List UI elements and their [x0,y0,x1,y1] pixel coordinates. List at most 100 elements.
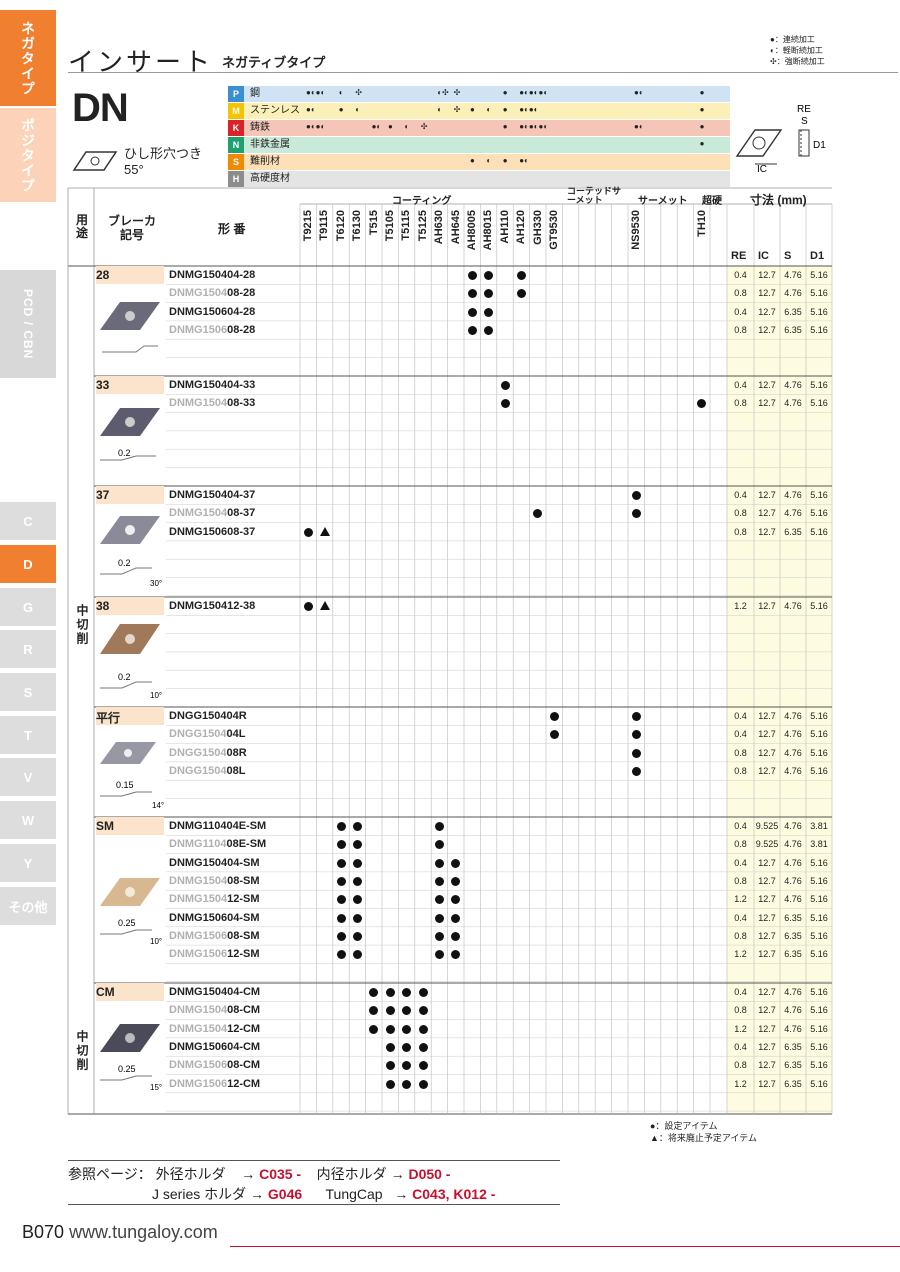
ref-bottom-line [68,1204,560,1205]
tab-letter-6[interactable]: V [0,758,56,796]
tab-letter-2[interactable]: G [0,588,56,626]
material-mark: ◐ [338,88,344,97]
dim-value-d1: 5.16 [810,857,828,868]
material-name: 鋳鉄 [250,122,270,133]
dim-value-s: 4.76 [784,380,802,390]
dim-value-s: 4.76 [784,857,802,868]
material-code: N [228,137,244,153]
available-dot [336,840,346,850]
dim-value-re: 1.2 [734,601,747,611]
tab-letter-8[interactable]: Y [0,844,56,882]
dim-value-re: 0.8 [734,1060,747,1071]
breaker-bg [96,707,164,725]
dim-value-d1: 5.16 [810,894,828,905]
material-mark: ● [699,105,705,114]
tab-letter-0[interactable]: C [0,502,56,540]
dim-value-ic: 12.7 [758,1041,776,1052]
dim-value-d1: 5.16 [810,1023,828,1034]
model-number: DNMG150408-37 [169,507,256,520]
model-number: DNGG150408R [169,746,247,759]
tab-letter-4[interactable]: S [0,673,56,711]
material-row-M: M ステンレス ●◐ ● ◐ ◐ ✣ ● ◐ ● ●◐●◐ ● [228,103,730,119]
dim-value-re: 1.2 [734,894,747,905]
model-number: DNGG150404R [169,710,247,722]
dim-value-s: 4.76 [784,398,802,409]
tab-letter-9[interactable]: その他 [0,887,56,925]
dim-value-re: 0.8 [734,526,747,537]
grade-header: AH8005 [466,210,478,251]
grade-header: T5125 [416,210,429,242]
available-dot [352,840,362,850]
material-name: 鋼 [250,88,260,99]
material-name: 高硬度材 [250,173,290,184]
material-mark: ◐ [486,105,492,114]
insert-image-37: 0.2 30° [100,516,162,588]
dim-value-d1: 5.16 [810,747,828,758]
ref-link-tungcap[interactable]: C043, K012 - [412,1186,496,1202]
available-dot [451,895,461,905]
dim-value-s: 4.76 [784,508,802,519]
dim-value-ic: 12.7 [758,949,776,960]
dim-value-re: 0.8 [734,839,747,850]
dim-header-ic: IC [758,250,769,262]
use-label-medium-2: 中切削 [75,1030,89,1072]
material-mark: ◐ [404,122,410,131]
dim-value-re: 0.4 [734,711,747,721]
tab-letter-7[interactable]: W [0,801,56,839]
material-mark: ● [470,156,475,165]
dim-value-s: 4.76 [784,270,802,280]
material-mark: ● [338,105,344,114]
ref-link-j-series[interactable]: G046 [267,1186,303,1202]
dim-value-ic: 12.7 [758,857,776,868]
model-number: DNMG150404-37 [169,489,256,501]
available-dot [451,913,461,923]
ref-link-inner-holder[interactable]: D050 - [408,1166,451,1182]
material-code: K [228,120,244,136]
available-dot [484,271,494,280]
dim-value-s: 4.76 [784,821,802,831]
dim-value-d1: 3.81 [810,839,828,850]
dim-value-d1: 3.81 [810,821,828,831]
material-code: P [228,86,244,102]
available-dot [500,381,510,390]
model-number: DNMG150612-SM [169,948,260,961]
dim-value-re: 0.4 [734,306,747,317]
dim-value-re: 0.4 [734,490,747,500]
dim-value-d1: 5.16 [810,490,828,500]
model-number: DNMG150604-CM [169,1040,261,1053]
breaker-bg [96,376,164,394]
tab-letter-3[interactable]: R [0,630,56,668]
ic-label: IC [757,164,767,175]
page-url[interactable]: www.tungaloy.com [69,1222,218,1242]
re-label: RE [797,104,811,115]
dim-value-d1: 5.16 [810,930,828,941]
available-dot [697,399,707,409]
dim-value-re: 0.4 [734,729,747,740]
tab-pcd-cbn[interactable]: PCD / CBN [0,270,56,378]
available-dot [385,1042,395,1052]
dim-value-s: 4.76 [784,747,802,758]
dim-value-d1: 5.16 [810,987,828,997]
insert-image-sm: 0.25 10° [100,878,162,946]
col-use: 用途 [76,213,89,240]
model-number: DNMG150412-SM [169,893,260,906]
tab-negative-type[interactable]: ネガタイプ [0,10,56,106]
material-mark: ●◐●◐ [519,105,539,114]
tab-letter-1[interactable]: D [0,545,56,583]
tab-letter-5[interactable]: T [0,716,56,754]
available-dot [434,913,444,923]
tab-positive-type[interactable]: ポジタイプ [0,108,56,202]
dim-value-ic: 12.7 [758,1078,776,1089]
available-dot [451,950,461,960]
ref-link-outer-holder[interactable]: C035 - [259,1166,302,1182]
dim-value-s: 6.35 [784,912,802,923]
dim-value-re: 0.8 [734,324,747,335]
model-number: DNMG150404-28 [169,269,256,281]
dim-value-d1: 5.16 [810,711,828,721]
dim-value-re: 0.4 [734,987,747,997]
available-dot [500,399,510,409]
material-mark: ● [699,139,705,148]
dim-value-re: 0.8 [734,930,747,941]
available-dot [418,1079,428,1089]
available-dot [352,950,362,960]
